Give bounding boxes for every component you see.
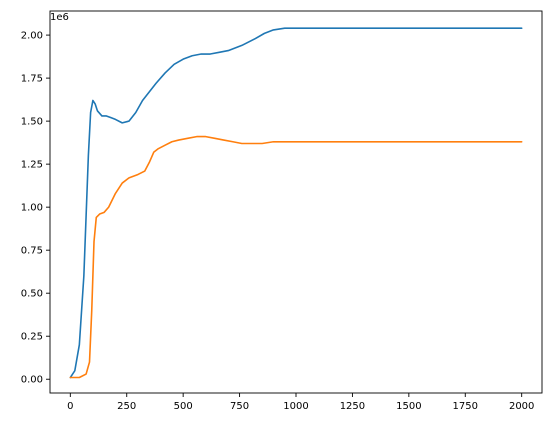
x-tick-label: 750 — [230, 401, 249, 412]
y-tick-label: 1.75 — [21, 74, 43, 85]
series-line-2 — [69, 135, 523, 379]
series-line-1 — [69, 27, 523, 379]
y-tick-label: 1.00 — [21, 203, 43, 214]
x-tick-label: 500 — [174, 401, 193, 412]
y-tick-label: 1.25 — [21, 160, 43, 171]
y-tick-label: 1.50 — [21, 117, 43, 128]
x-tick-label: 2000 — [509, 401, 534, 412]
x-tick-label: 1250 — [340, 401, 365, 412]
axes-group: 0 250 500 750 1000 1250 1500 1750 2000 0.00 0.25 0.… — [21, 10, 543, 412]
y-tick-label: 2.00 — [21, 31, 43, 42]
series-group — [69, 27, 523, 379]
x-tick-label: 250 — [117, 401, 136, 412]
y-tick-label: 0.25 — [21, 332, 43, 343]
x-tick-label: 1000 — [283, 401, 308, 412]
plot-background — [50, 11, 542, 393]
x-tick-label: 1750 — [453, 401, 478, 412]
y-axis-offset-text: 1e6 — [50, 12, 69, 23]
plot-area — [50, 11, 542, 393]
x-tick-label: 1500 — [396, 401, 421, 412]
y-tick-label: 0.50 — [21, 289, 43, 300]
y-tick-label: 0.00 — [21, 375, 43, 386]
y-tick-label: 0.75 — [21, 246, 43, 257]
x-tick-label: 0 — [67, 401, 73, 412]
